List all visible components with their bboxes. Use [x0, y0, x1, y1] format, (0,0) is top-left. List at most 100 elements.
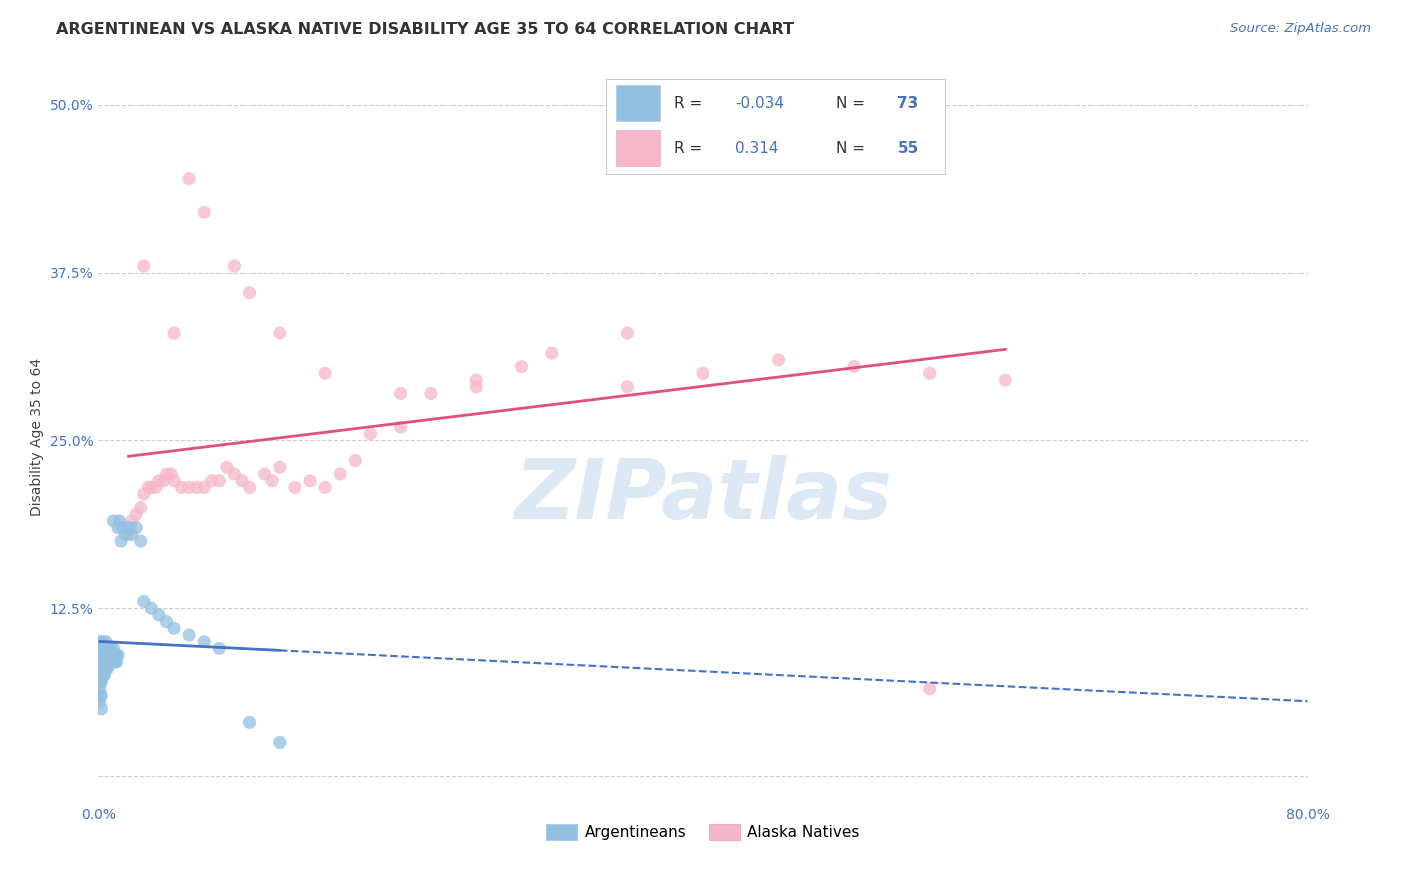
Point	[89, 648, 111, 662]
Point	[91, 648, 114, 662]
Y-axis label: Disability Age 35 to 64: Disability Age 35 to 64	[30, 358, 44, 516]
Point	[104, 648, 127, 662]
Point	[91, 668, 114, 682]
Point	[125, 521, 148, 535]
Point	[90, 641, 112, 656]
Point	[616, 380, 638, 394]
Point	[284, 480, 307, 494]
Point	[91, 634, 114, 648]
Point	[89, 689, 111, 703]
Point	[132, 594, 155, 608]
Point	[110, 534, 132, 549]
Point	[91, 641, 114, 656]
Point	[96, 648, 118, 662]
Point	[90, 662, 112, 676]
Point	[107, 521, 129, 535]
Point	[155, 615, 177, 629]
Point	[170, 480, 193, 494]
Point	[129, 500, 152, 515]
Point	[94, 641, 117, 656]
Point	[118, 527, 141, 541]
Point	[98, 641, 121, 656]
Point	[145, 480, 167, 494]
Point	[155, 467, 177, 481]
Point	[101, 648, 124, 662]
Point	[224, 467, 246, 481]
Point	[89, 695, 111, 709]
Point	[90, 648, 112, 662]
Point	[344, 453, 367, 467]
Point	[179, 480, 201, 494]
Point	[389, 420, 412, 434]
Point	[239, 715, 262, 730]
Point	[93, 655, 115, 669]
Point	[93, 641, 115, 656]
Point	[107, 648, 129, 662]
Point	[136, 480, 159, 494]
Point	[111, 521, 134, 535]
Point	[692, 367, 714, 381]
Point	[616, 326, 638, 340]
Point	[141, 601, 163, 615]
Point	[224, 259, 246, 273]
Point	[193, 480, 215, 494]
Point	[299, 474, 322, 488]
Point	[465, 380, 488, 394]
Point	[105, 648, 128, 662]
Point	[163, 474, 186, 488]
Point	[100, 641, 122, 656]
Point	[114, 527, 136, 541]
Point	[208, 641, 231, 656]
Point	[94, 634, 117, 648]
Point	[103, 514, 125, 528]
Point	[91, 662, 114, 676]
Point	[510, 359, 533, 374]
Point	[179, 628, 201, 642]
Point	[163, 326, 186, 340]
Legend: Argentineans, Alaska Natives: Argentineans, Alaska Natives	[540, 818, 866, 847]
Point	[118, 521, 141, 535]
Point	[121, 514, 143, 528]
Point	[420, 386, 443, 401]
Point	[994, 373, 1017, 387]
Point	[269, 460, 291, 475]
Text: ZIPatlas: ZIPatlas	[515, 455, 891, 536]
Point	[141, 480, 163, 494]
Point	[132, 487, 155, 501]
Point	[103, 641, 125, 656]
Point	[90, 675, 112, 690]
Point	[96, 662, 118, 676]
Point	[269, 326, 291, 340]
Point	[148, 474, 170, 488]
Text: Source: ZipAtlas.com: Source: ZipAtlas.com	[1230, 22, 1371, 36]
Point	[103, 655, 125, 669]
Point	[91, 655, 114, 669]
Point	[239, 480, 262, 494]
Point	[163, 621, 186, 635]
Point	[179, 171, 201, 186]
Point	[89, 641, 111, 656]
Point	[94, 655, 117, 669]
Point	[90, 668, 112, 682]
Point	[465, 373, 488, 387]
Point	[768, 352, 790, 367]
Point	[201, 474, 224, 488]
Point	[253, 467, 276, 481]
Point	[98, 648, 121, 662]
Point	[100, 655, 122, 669]
Point	[89, 681, 111, 696]
Point	[262, 474, 284, 488]
Point	[89, 634, 111, 648]
Point	[100, 648, 122, 662]
Point	[360, 426, 382, 441]
Point	[193, 634, 215, 648]
Point	[90, 689, 112, 703]
Point	[121, 527, 143, 541]
Point	[105, 655, 128, 669]
Point	[101, 655, 124, 669]
Point	[314, 480, 336, 494]
Point	[329, 467, 352, 481]
Point	[89, 668, 111, 682]
Point	[193, 205, 215, 219]
Point	[132, 259, 155, 273]
